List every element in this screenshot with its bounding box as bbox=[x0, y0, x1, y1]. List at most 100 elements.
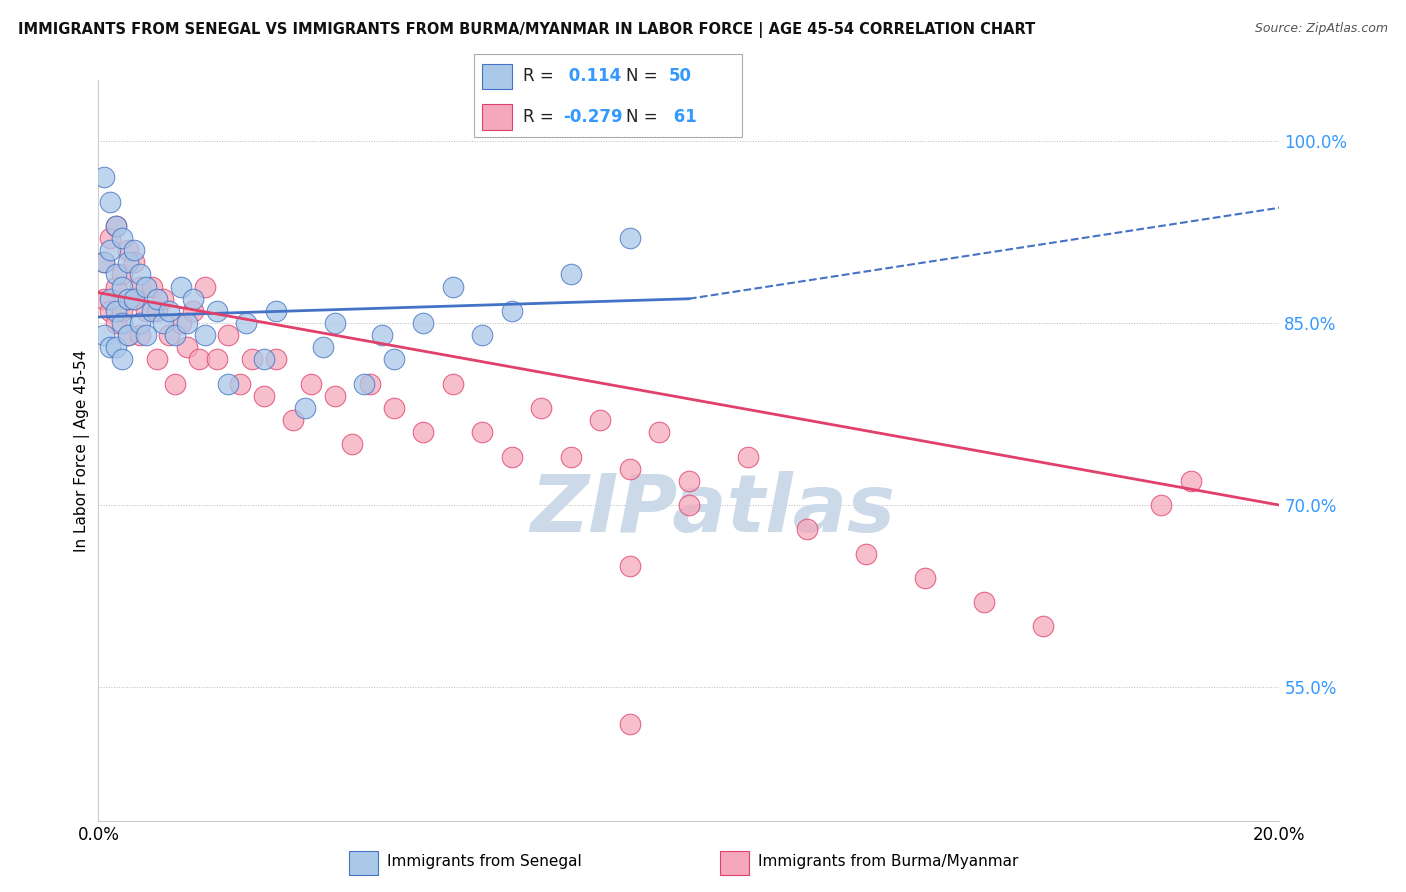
Point bbox=[353, 376, 375, 391]
Point bbox=[176, 316, 198, 330]
Point bbox=[128, 268, 150, 282]
Text: Immigrants from Burma/Myanmar: Immigrants from Burma/Myanmar bbox=[758, 855, 1018, 869]
Point bbox=[441, 279, 464, 293]
Point bbox=[93, 255, 115, 269]
Point bbox=[146, 292, 169, 306]
Point bbox=[560, 268, 582, 282]
Point bbox=[122, 243, 145, 257]
Text: R =: R = bbox=[523, 68, 560, 86]
FancyBboxPatch shape bbox=[474, 54, 742, 137]
Bar bbox=[720, 851, 749, 874]
Text: N =: N = bbox=[626, 68, 658, 86]
Point bbox=[146, 304, 169, 318]
Point bbox=[323, 389, 346, 403]
Point bbox=[229, 376, 252, 391]
Point bbox=[187, 352, 209, 367]
Point bbox=[93, 292, 115, 306]
Point bbox=[98, 292, 121, 306]
Text: 61: 61 bbox=[668, 108, 697, 126]
Point bbox=[678, 474, 700, 488]
Point bbox=[737, 450, 759, 464]
Point bbox=[141, 279, 163, 293]
Point bbox=[342, 437, 364, 451]
Point bbox=[105, 279, 128, 293]
Bar bbox=[482, 104, 512, 130]
Point bbox=[111, 268, 134, 282]
Point bbox=[205, 304, 228, 318]
Bar bbox=[482, 63, 512, 89]
Point bbox=[323, 316, 346, 330]
Point bbox=[105, 219, 128, 233]
Point bbox=[117, 328, 139, 343]
Point bbox=[412, 425, 434, 440]
Point bbox=[589, 413, 612, 427]
Point bbox=[117, 255, 139, 269]
Point bbox=[165, 376, 187, 391]
Point bbox=[678, 498, 700, 512]
Point bbox=[111, 231, 134, 245]
Point bbox=[371, 328, 394, 343]
Point bbox=[205, 352, 228, 367]
Point bbox=[105, 219, 128, 233]
Point bbox=[117, 243, 139, 257]
Point bbox=[441, 376, 464, 391]
Point bbox=[619, 231, 641, 245]
Point bbox=[382, 352, 405, 367]
Point bbox=[194, 328, 217, 343]
Point bbox=[135, 279, 157, 293]
Point bbox=[264, 352, 287, 367]
Point bbox=[152, 292, 174, 306]
Point bbox=[217, 376, 239, 391]
Point bbox=[122, 255, 145, 269]
Point bbox=[1150, 498, 1173, 512]
Text: 0.114: 0.114 bbox=[562, 68, 621, 86]
Point bbox=[181, 304, 204, 318]
Point bbox=[98, 243, 121, 257]
Point bbox=[122, 292, 145, 306]
Point bbox=[253, 352, 276, 367]
Text: R =: R = bbox=[523, 108, 560, 126]
Point bbox=[471, 425, 494, 440]
Point bbox=[157, 304, 180, 318]
Text: IMMIGRANTS FROM SENEGAL VS IMMIGRANTS FROM BURMA/MYANMAR IN LABOR FORCE | AGE 45: IMMIGRANTS FROM SENEGAL VS IMMIGRANTS FR… bbox=[18, 22, 1036, 38]
Point bbox=[619, 716, 641, 731]
Point bbox=[560, 450, 582, 464]
Point bbox=[382, 401, 405, 415]
Point bbox=[170, 279, 193, 293]
Point bbox=[135, 304, 157, 318]
Point bbox=[501, 304, 523, 318]
Text: 50: 50 bbox=[668, 68, 692, 86]
Point bbox=[93, 255, 115, 269]
Point bbox=[105, 304, 128, 318]
Point bbox=[98, 304, 121, 318]
Text: ZIPatlas: ZIPatlas bbox=[530, 471, 896, 549]
Point bbox=[194, 279, 217, 293]
Point bbox=[157, 328, 180, 343]
Point bbox=[181, 292, 204, 306]
Point bbox=[117, 292, 139, 306]
Point bbox=[240, 352, 263, 367]
Point bbox=[111, 304, 134, 318]
Point bbox=[973, 595, 995, 609]
Point bbox=[312, 340, 335, 354]
Point bbox=[128, 328, 150, 343]
Point bbox=[105, 316, 128, 330]
Point bbox=[93, 170, 115, 185]
Point bbox=[105, 340, 128, 354]
Text: Source: ZipAtlas.com: Source: ZipAtlas.com bbox=[1254, 22, 1388, 36]
Point bbox=[152, 316, 174, 330]
Point bbox=[359, 376, 381, 391]
Point bbox=[1180, 474, 1202, 488]
Point bbox=[98, 231, 121, 245]
Point bbox=[98, 194, 121, 209]
Point bbox=[1032, 619, 1054, 633]
Point bbox=[855, 547, 877, 561]
Point bbox=[111, 352, 134, 367]
Point bbox=[111, 279, 134, 293]
Point bbox=[105, 268, 128, 282]
Point bbox=[648, 425, 671, 440]
Point bbox=[146, 352, 169, 367]
Point bbox=[111, 316, 134, 330]
Point bbox=[165, 328, 187, 343]
Text: N =: N = bbox=[626, 108, 662, 126]
